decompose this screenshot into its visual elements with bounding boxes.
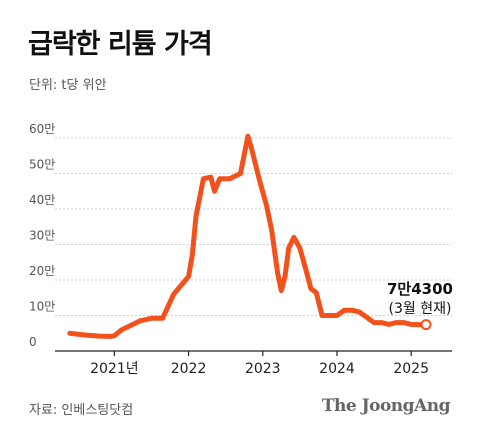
- x-axis: 2021년 2022 2023 2024 2025: [55, 350, 452, 377]
- x-tick-label: 2025: [393, 361, 429, 377]
- source-label: 자료: 인베스팅닷컴: [29, 403, 134, 418]
- y-tick-label: 40만: [29, 193, 55, 207]
- series-layer: [67, 133, 429, 339]
- y-tick-label: 60만: [29, 122, 55, 136]
- y-tick-label: 50만: [29, 158, 55, 172]
- unit-label: 단위: t당 위안: [29, 78, 107, 93]
- annotation-layer: 7만4300 (3월 현재): [387, 280, 453, 331]
- x-tick-label: 2022: [171, 361, 207, 377]
- y-tick-label: 30만: [29, 229, 55, 243]
- x-tick-label: 2023: [245, 361, 281, 377]
- x-tick-label: 2024: [319, 361, 355, 377]
- current-value-dot: [420, 319, 432, 331]
- brand-logo: The JoongAng: [321, 396, 451, 416]
- y-tick-label: 20만: [29, 264, 55, 278]
- annotation-note: (3월 현재): [389, 301, 452, 317]
- annotation-value: 7만4300: [387, 280, 453, 298]
- x-tick-label: 2021년: [90, 361, 139, 377]
- price-line: [67, 133, 429, 339]
- y-tick-label: 0: [29, 335, 37, 349]
- y-tick-label: 10만: [29, 300, 55, 314]
- y-axis-ticks: 0 10만 20만 30만 40만 50만 60만: [29, 122, 55, 349]
- chart-title: 급락한 리튬 가격: [28, 29, 213, 60]
